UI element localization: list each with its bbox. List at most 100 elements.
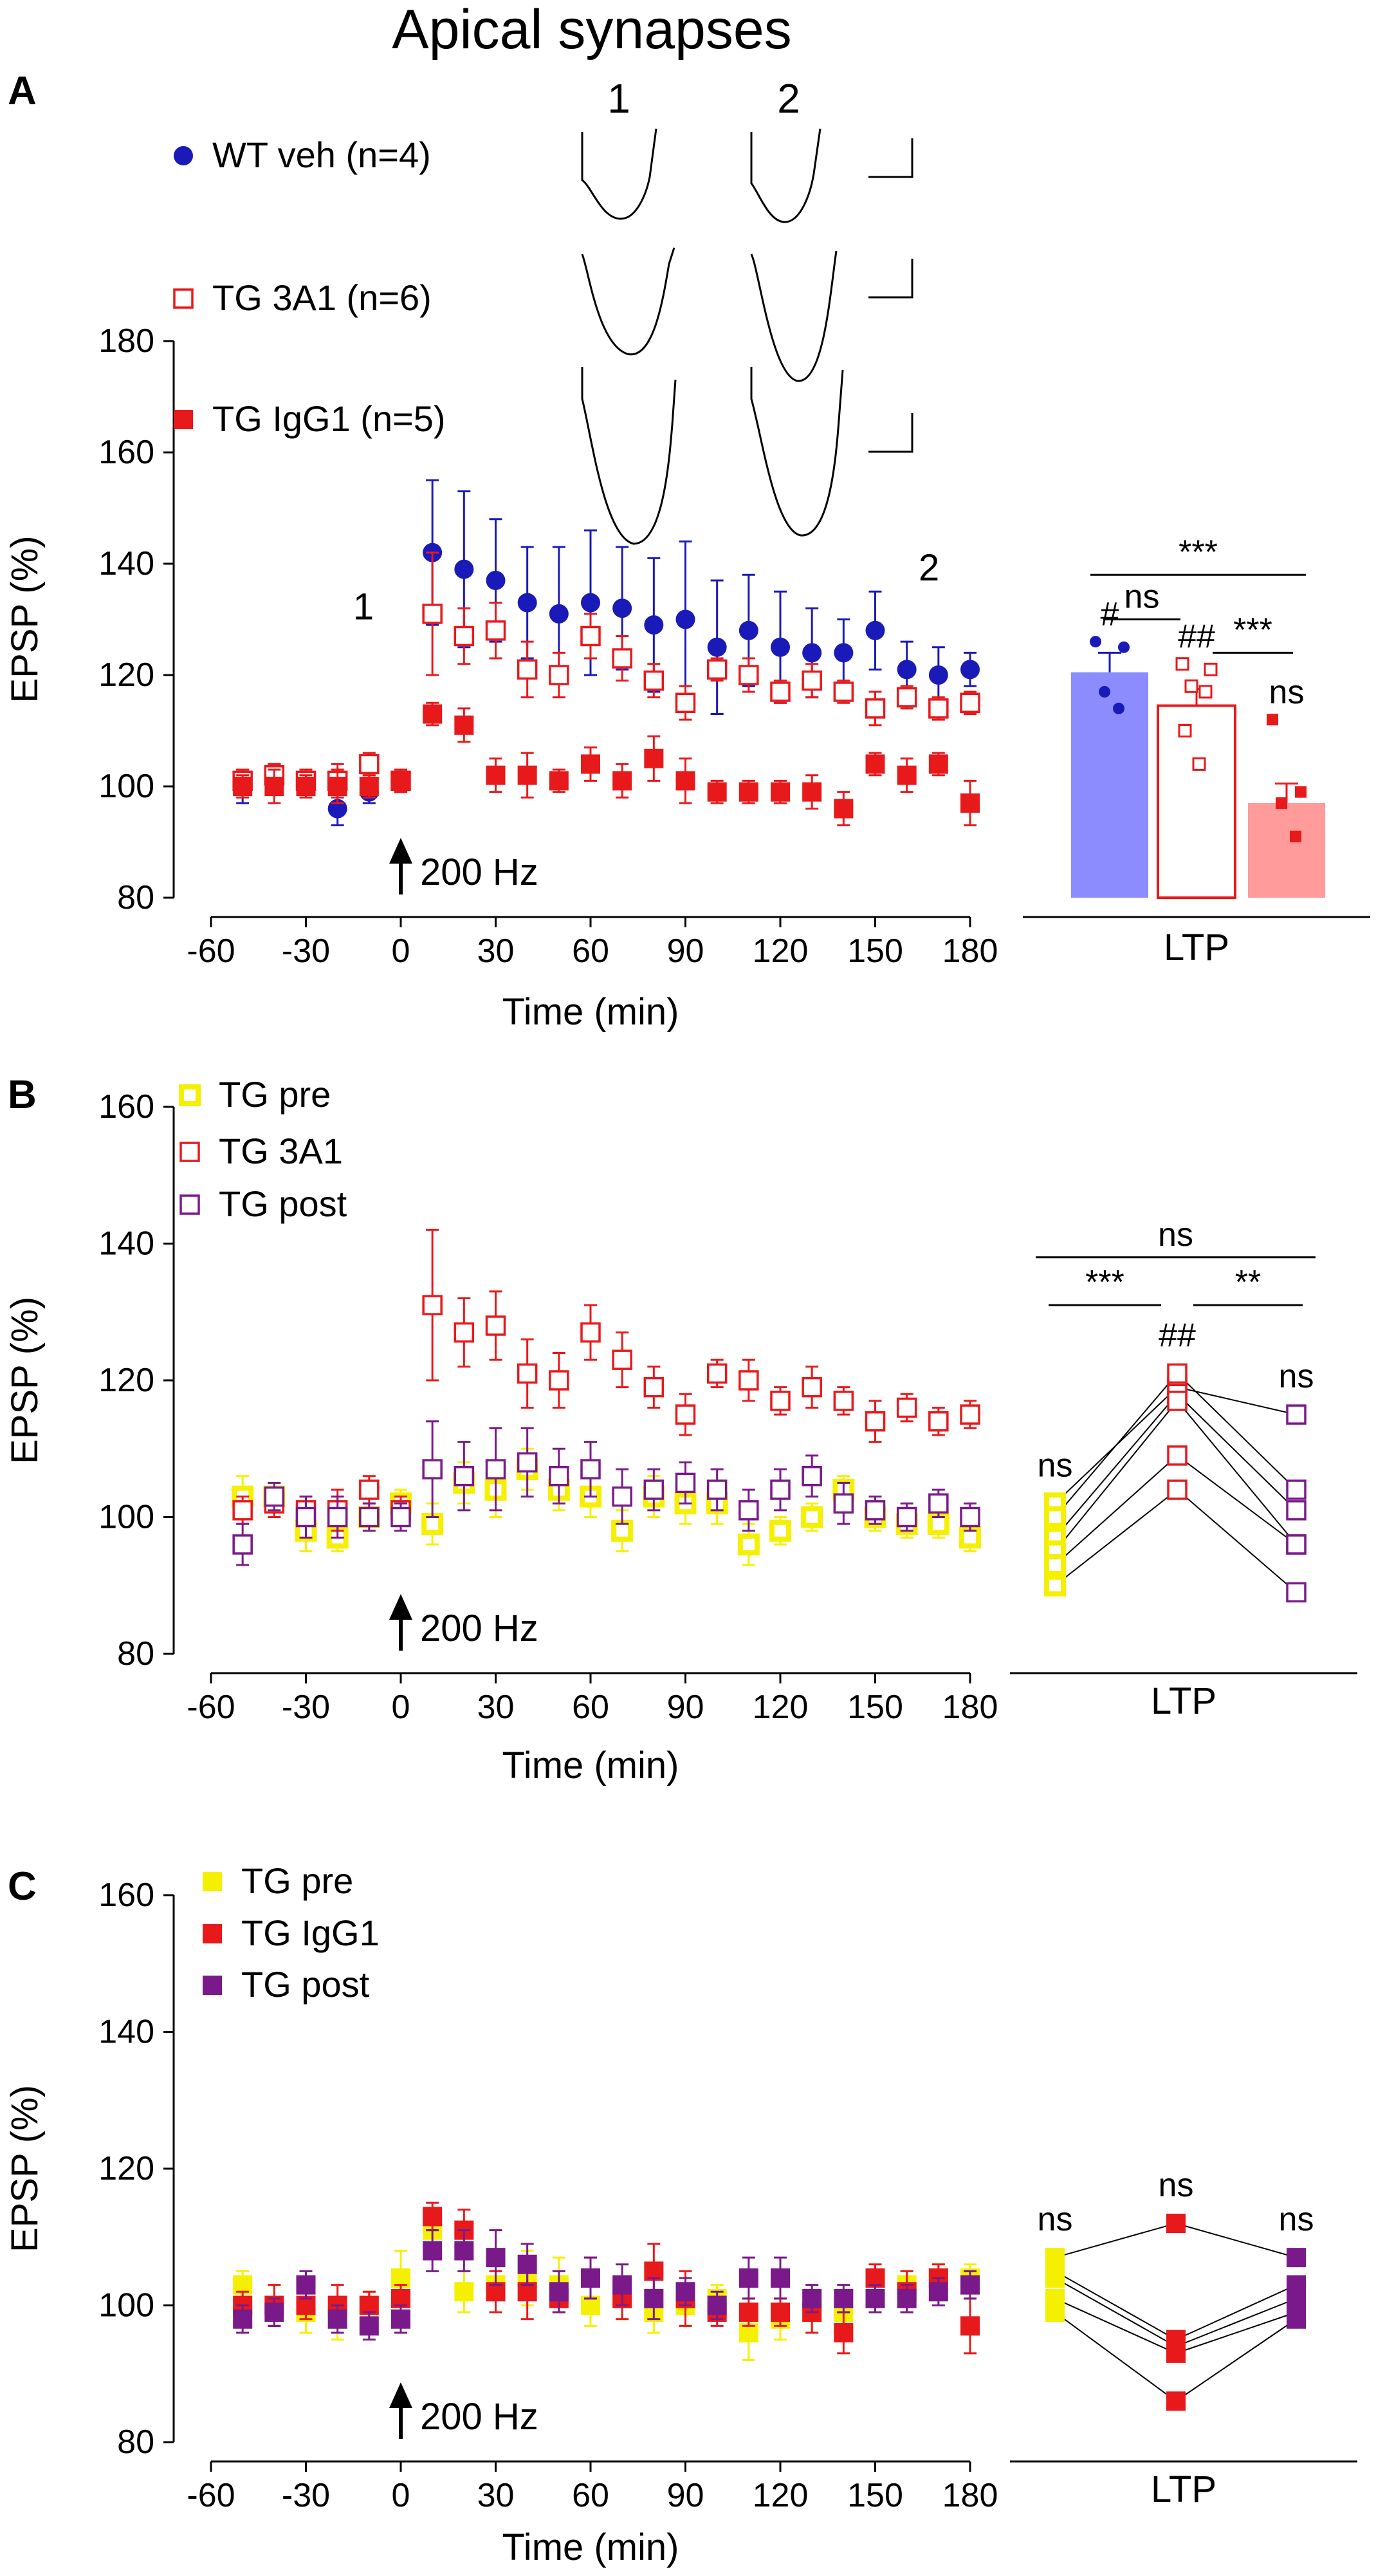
timepoint-label: 1 [353,586,374,628]
data-point [834,799,854,819]
data-point [485,1315,506,1336]
ltp-bar [1071,672,1148,898]
data-point [865,698,886,719]
x-tick-label: 150 [847,932,903,970]
legend-label: TG 3A1 [219,1131,343,1171]
significance-label: ns [1279,1358,1314,1395]
data-point [771,637,790,657]
data-point [359,777,379,796]
ltp-point [1204,662,1218,676]
legend-label: TG IgG1 [241,1913,380,1953]
x-tick-label: 0 [392,2477,410,2514]
x-tick-label: 150 [847,1689,903,1726]
ltp-point [1276,797,1287,809]
ltp-point [1166,2214,1186,2233]
data-point [233,777,253,796]
data-point [738,665,759,685]
data-point [454,559,474,579]
trace-label-1: 1 [607,75,630,122]
data-point [896,1506,917,1528]
paired-line [1054,1454,1297,1566]
data-point [517,593,537,613]
inset-x-label: LTP [1151,2469,1216,2510]
data-point [865,754,885,774]
data-point [264,777,284,796]
data-point [834,643,854,663]
panel-b-letter: B [8,1073,37,1117]
y-tick-label: 80 [117,879,154,916]
data-point [611,1519,634,1542]
x-tick-label: -30 [282,2477,330,2514]
legend-marker [179,1142,200,1162]
data-point [738,2303,758,2322]
data-point [960,1506,980,1528]
ltp-point [1286,1479,1307,1500]
data-point [928,754,948,774]
example-traces: 1 2 [581,75,913,545]
data-point [612,1486,632,1507]
figure-title: Apical synapses [392,0,791,60]
inset-x-label: LTP [1164,927,1229,968]
data-point [643,1479,665,1500]
data-point [423,2241,443,2261]
data-point [769,1519,791,1542]
legend-label: TG pre [241,1860,353,1901]
significance-label: ## [1159,1317,1196,1354]
data-point [390,1506,411,1528]
data-point [706,1363,728,1384]
legend-label: TG post [219,1183,347,1224]
data-point [928,1411,949,1432]
data-point [581,593,600,613]
data-point [960,692,980,713]
data-point [580,1459,601,1479]
ltp-point [1044,1553,1066,1576]
ltp-point [1090,636,1101,648]
ltp-point [1167,1479,1188,1500]
x-tick-label: 180 [942,2477,998,2514]
data-point [517,1452,538,1473]
data-point [454,2241,474,2261]
x-tick-label: 180 [942,932,998,970]
y-axis-label: EPSP (%) [4,2085,46,2252]
data-point [802,2288,822,2308]
legend-marker [179,1194,200,1215]
data-point [232,1500,253,1521]
ltp-point [1118,641,1130,653]
data-point [454,715,474,735]
data-point [928,698,949,719]
data-point [959,1526,981,1549]
data-point [960,660,980,680]
panel-c-letter: C [8,1864,37,1909]
data-point [771,2303,790,2322]
data-point [486,570,506,590]
data-point [770,1391,791,1411]
data-point [865,1411,886,1432]
comparison-label: ** [1235,1264,1261,1301]
panel-b-chart: 80 100 120 140 160 -60 -30 0 30 60 90 120 150 180 Time… [4,1074,1357,1786]
data-point [485,620,506,641]
ltp-point [1175,657,1189,671]
ltp-point [1167,1445,1188,1466]
series-2 [233,701,980,827]
data-point [517,2254,537,2274]
data-point [486,765,506,785]
data-point [612,598,632,618]
y-tick-label: 180 [98,322,154,360]
series-1 [233,2201,980,2355]
x-tick-label: -60 [187,1689,235,1726]
data-point [644,2288,664,2308]
trace-3a1-1 [581,247,675,356]
y-tick-label: 80 [117,2423,154,2461]
data-point [644,615,664,635]
ltp-point [1192,757,1206,771]
data-point [517,659,538,680]
data-point [549,665,569,685]
up-arrow-icon [389,2382,412,2408]
legend-label: TG pre [219,1074,331,1115]
y-axis-label: EPSP (%) [4,1297,46,1464]
data-point [359,1506,380,1528]
data-point [865,1500,886,1521]
ltp-point [1184,679,1198,693]
legend-label: TG 3A1 (n=6) [212,277,432,318]
data-point [359,1479,380,1500]
